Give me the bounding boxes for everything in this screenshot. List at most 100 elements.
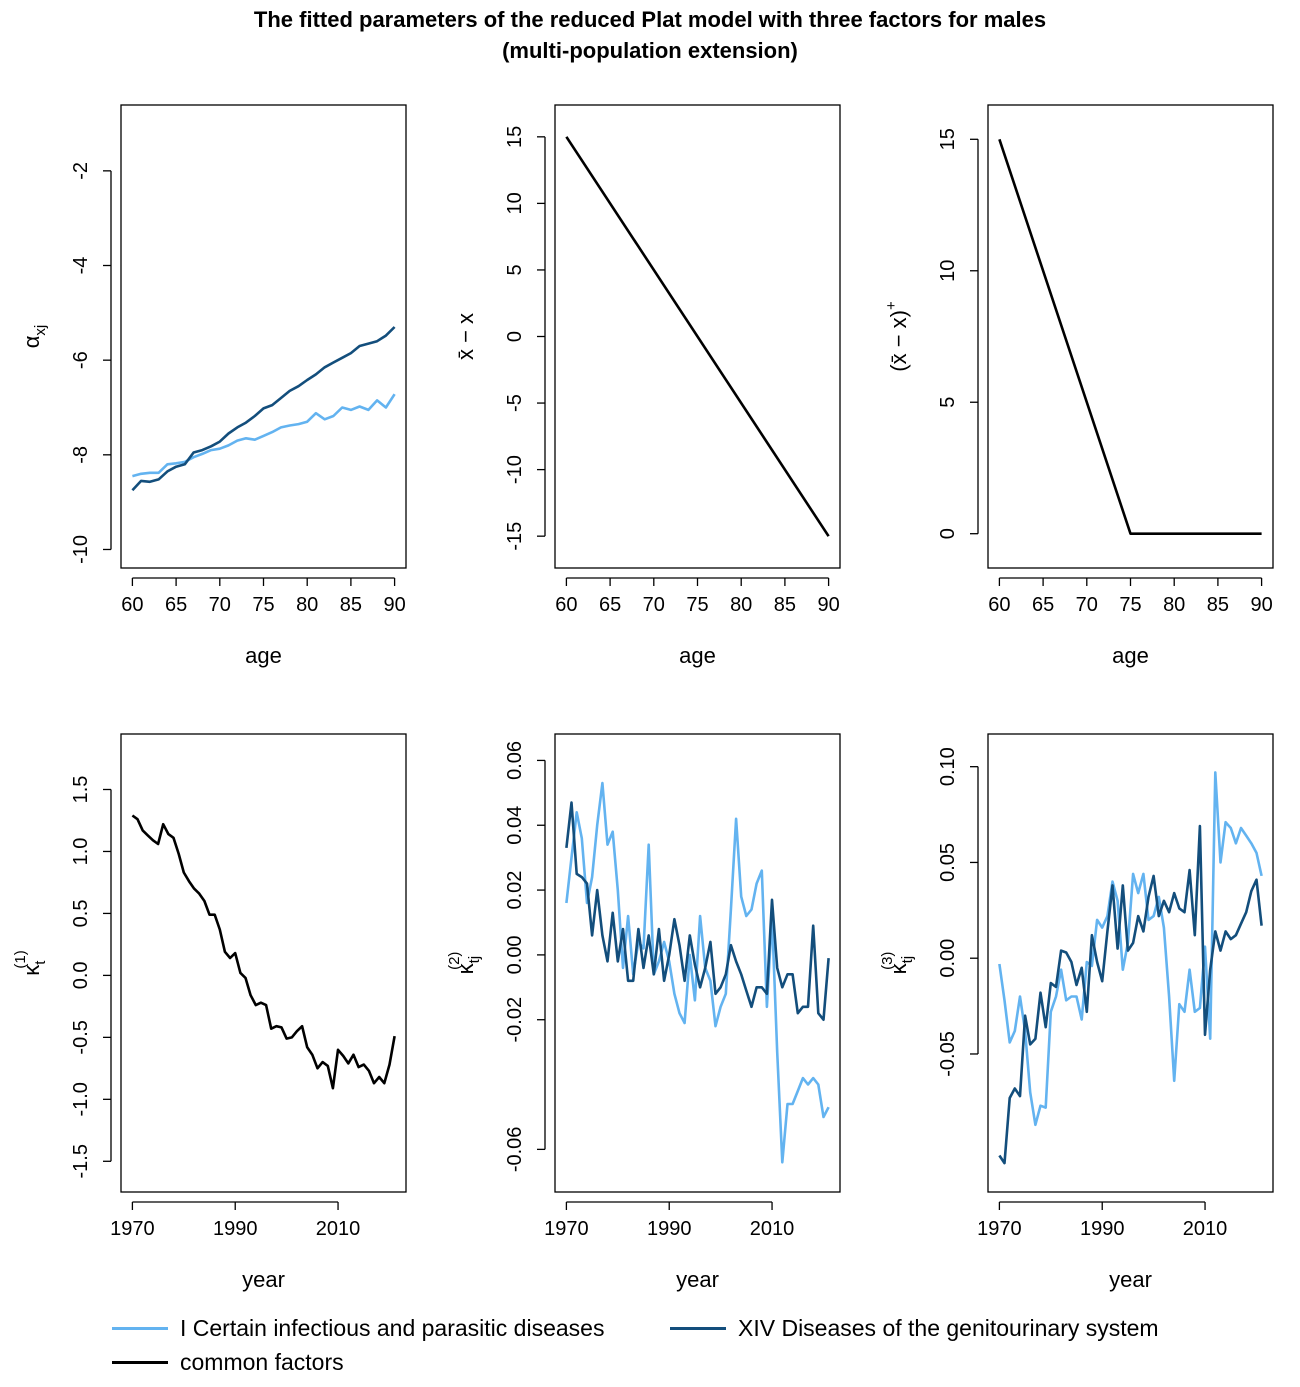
series-line-2 — [998, 824, 1263, 1165]
y-axis-label: κt(1) — [12, 950, 49, 976]
x-tick-label: 2010 — [750, 1218, 795, 1240]
plot-frame — [554, 104, 841, 569]
y-tick-label: 5 — [937, 397, 959, 408]
plot-frame — [554, 733, 841, 1193]
y-tick-label: 0.00 — [504, 935, 526, 974]
plot-frame — [120, 104, 407, 569]
series-line-1 — [132, 393, 396, 478]
y-tick-label: 0.0 — [70, 961, 92, 989]
series-line-1 — [565, 781, 830, 1164]
x-axis-label: year — [676, 1267, 719, 1292]
y-axis-label: x̄ − x — [453, 313, 478, 360]
x-tick-label: 90 — [383, 594, 405, 616]
panel-alpha: 60 65 70 75 80 85 90 age -10 -8 -6 -4 -2 αxj — [19, 104, 407, 668]
panel-kappa1: 1970 1990 2010 year -1.5 -1.0 -0.5 0.0 0.5 1.0 1.5… — [12, 733, 407, 1292]
series-line-1 — [998, 138, 1262, 536]
x-axis-label: age — [245, 643, 282, 668]
series-line-1 — [565, 136, 830, 537]
legend-label-common: common factors — [180, 1349, 344, 1375]
x-axis-label: age — [1112, 643, 1149, 668]
y-tick-label: 15 — [937, 128, 959, 150]
legend-swatch-common — [112, 1361, 168, 1364]
y-axis-label: κtj(2) — [446, 952, 483, 975]
x-tick-label: 65 — [165, 594, 187, 616]
series-line-1 — [131, 814, 396, 1090]
y-tick-label: -1.0 — [70, 1082, 92, 1116]
figure-canvas: 60 65 70 75 80 85 90 age -10 -8 -6 -4 -2 αxj 60 65 70 75 8… — [12, 104, 1274, 1292]
y-tick-label: 1.0 — [70, 838, 92, 866]
chart-title: The fitted parameters of the reduced Pla… — [253, 7, 1047, 32]
y-tick-label: -8 — [70, 446, 92, 464]
y-tick-label: 1.5 — [70, 776, 92, 804]
panel-kappa3: 1970 1990 2010 year -0.05 0.00 0.05 0.10 κtj(3) — [879, 733, 1274, 1292]
x-tick-label: 90 — [1250, 594, 1272, 616]
y-tick-label: -0.5 — [70, 1020, 92, 1054]
x-tick-label: 1970 — [977, 1218, 1022, 1240]
x-tick-label: 90 — [817, 594, 839, 616]
y-tick-label: 0.5 — [70, 900, 92, 928]
plot-frame — [987, 104, 1274, 569]
y-tick-label: 0.00 — [937, 939, 959, 978]
y-tick-label: 15 — [504, 126, 526, 148]
y-tick-label: 10 — [504, 192, 526, 214]
x-tick-label: 65 — [1032, 594, 1054, 616]
y-tick-label: -0.06 — [504, 1127, 526, 1173]
x-tick-label: 2010 — [316, 1218, 361, 1240]
x-tick-label: 85 — [1207, 594, 1229, 616]
x-tick-label: 1990 — [213, 1218, 258, 1240]
x-tick-label: 75 — [1119, 594, 1141, 616]
x-axis-label: year — [1109, 1267, 1152, 1292]
y-tick-label: 10 — [937, 260, 959, 282]
x-tick-label: 70 — [209, 594, 231, 616]
legend-label-infectious: I Certain infectious and parasitic disea… — [180, 1315, 605, 1341]
y-tick-label: 0.05 — [937, 843, 959, 882]
series-line-2 — [131, 326, 396, 492]
y-tick-label: 0 — [504, 331, 526, 342]
x-tick-label: 65 — [599, 594, 621, 616]
legend-swatch-genitourinary — [670, 1327, 726, 1330]
plot-frame — [120, 733, 407, 1193]
y-axis-label: αxj — [19, 325, 49, 349]
y-tick-label: -2 — [70, 162, 92, 180]
plot-frame — [987, 733, 1274, 1193]
y-tick-label: 0 — [937, 528, 959, 539]
y-tick-label: 0.04 — [504, 806, 526, 845]
x-tick-label: 1990 — [647, 1218, 692, 1240]
legend-label-genitourinary: XIV Diseases of the genitourinary system — [738, 1315, 1159, 1341]
panel-xbar: 60 65 70 75 80 85 90 age -15 -10 -5 0 5 10 15 x̄ − x — [453, 104, 841, 668]
y-tick-label: 5 — [504, 264, 526, 275]
x-tick-label: 70 — [643, 594, 665, 616]
x-axis-label: age — [679, 643, 716, 668]
panel-xplus: 60 65 70 75 80 85 90 age 0 5 10 15 (x̄ − x)+ — [883, 104, 1274, 668]
y-tick-label: -15 — [504, 522, 526, 551]
x-tick-label: 60 — [121, 594, 143, 616]
series-line-2 — [565, 801, 830, 1022]
x-tick-label: 2010 — [1183, 1218, 1228, 1240]
y-tick-label: -10 — [70, 535, 92, 564]
x-tick-label: 70 — [1076, 594, 1098, 616]
x-tick-label: 80 — [730, 594, 752, 616]
legend: I Certain infectious and parasitic disea… — [0, 1313, 1300, 1379]
series-line-1 — [998, 771, 1263, 1127]
y-tick-label: -10 — [504, 455, 526, 484]
x-tick-label: 75 — [686, 594, 708, 616]
chart-subtitle: (multi-population extension) — [502, 38, 798, 63]
x-tick-label: 60 — [555, 594, 577, 616]
y-axis-label: (x̄ − x)+ — [883, 301, 911, 372]
y-axis-label: κtj(3) — [879, 952, 916, 975]
y-tick-label: -0.02 — [504, 997, 526, 1043]
x-tick-label: 1970 — [110, 1218, 155, 1240]
y-tick-label: -4 — [70, 257, 92, 275]
y-tick-label: 0.02 — [504, 871, 526, 910]
x-tick-label: 80 — [1163, 594, 1185, 616]
x-tick-label: 1970 — [544, 1218, 589, 1240]
y-tick-label: -5 — [504, 394, 526, 412]
x-tick-label: 1990 — [1080, 1218, 1125, 1240]
legend-swatch-infectious — [112, 1327, 168, 1330]
y-tick-label: -6 — [70, 351, 92, 369]
x-axis-label: year — [242, 1267, 285, 1292]
y-tick-label: 0.06 — [504, 741, 526, 780]
panel-kappa2: 1970 1990 2010 year -0.06 -0.02 0.00 0.02 0.04 0.… — [446, 733, 841, 1292]
x-tick-label: 60 — [988, 594, 1010, 616]
x-tick-label: 80 — [296, 594, 318, 616]
